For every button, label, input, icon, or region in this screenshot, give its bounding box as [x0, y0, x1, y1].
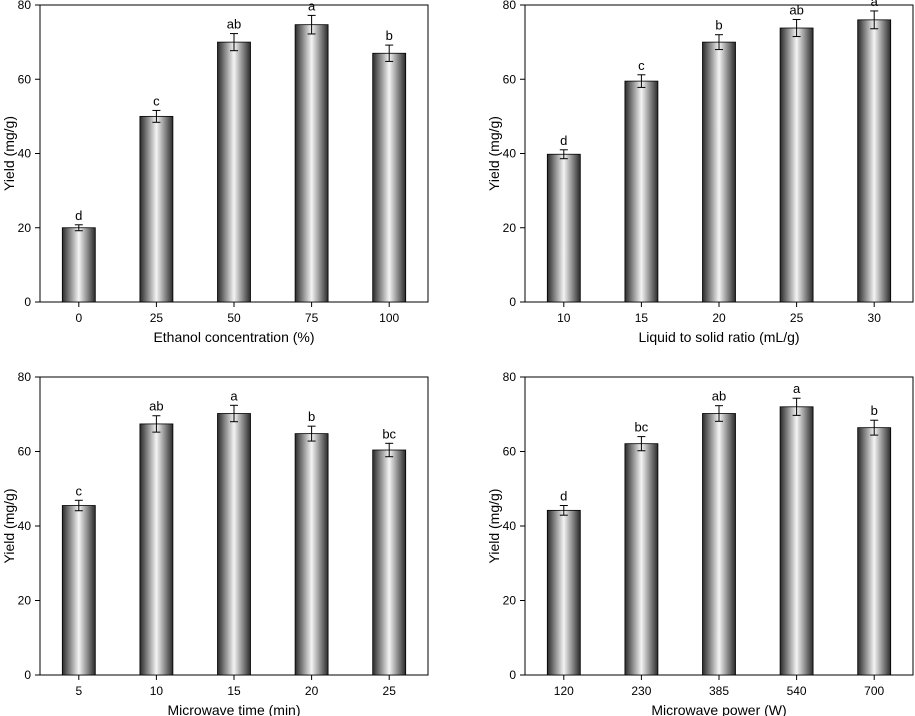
significance-label: c — [76, 483, 83, 498]
y-tick-label: 20 — [18, 594, 32, 608]
significance-label: b — [386, 28, 393, 43]
bar — [702, 41, 736, 303]
significance-label: a — [793, 381, 801, 396]
x-tick-label: 0 — [75, 311, 82, 325]
x-tick-label: 540 — [787, 684, 807, 698]
y-tick-label: 80 — [18, 370, 32, 384]
x-tick-label: 10 — [150, 684, 164, 698]
significance-label: ab — [712, 389, 726, 404]
bar — [779, 406, 814, 676]
bar — [217, 413, 251, 676]
chart-panel-3: 0 20 40 60 80 Yield (mg/g) c 5 ab 10 a 15 b 20 bc 25 Mic… — [1, 370, 429, 716]
chart-panel-4: 0 20 40 60 80 Yield (mg/g) d 120 bc 230 ab 385 a 540 b… — [486, 370, 914, 716]
y-tick-label: 0 — [509, 668, 516, 682]
bar — [139, 423, 174, 676]
y-tick-label: 60 — [503, 445, 517, 459]
bar — [61, 505, 96, 676]
y-tick-label: 60 — [503, 72, 517, 86]
significance-label: ab — [789, 2, 803, 17]
bar — [61, 227, 96, 303]
significance-label: bc — [635, 420, 649, 435]
significance-label: bc — [382, 426, 396, 441]
y-tick-label: 80 — [503, 0, 517, 12]
significance-label: b — [715, 18, 722, 33]
significance-label: c — [153, 93, 160, 108]
bar — [294, 433, 329, 676]
y-tick-label: 40 — [503, 147, 517, 161]
y-tick-label: 80 — [503, 370, 517, 384]
bar — [546, 509, 581, 676]
bar — [372, 52, 407, 303]
x-axis-title: Ethanol concentration (%) — [153, 329, 314, 345]
bar — [624, 80, 659, 303]
bar — [624, 443, 659, 676]
x-tick-label: 700 — [864, 684, 884, 698]
y-tick-label: 40 — [18, 519, 32, 533]
x-tick-label: 75 — [305, 311, 319, 325]
x-axis-title: Microwave power (W) — [651, 702, 786, 716]
bar — [294, 24, 329, 303]
y-tick-label: 80 — [18, 0, 32, 12]
x-tick-label: 20 — [712, 311, 726, 325]
bar — [702, 413, 736, 676]
bar — [546, 153, 581, 303]
x-tick-label: 100 — [379, 311, 399, 325]
significance-label: b — [871, 403, 878, 418]
x-tick-label: 5 — [75, 684, 82, 698]
y-tick-label: 20 — [503, 594, 517, 608]
x-tick-label: 25 — [383, 684, 397, 698]
significance-label: d — [560, 489, 567, 504]
y-tick-label: 60 — [18, 72, 32, 86]
significance-label: d — [75, 208, 82, 223]
bar — [857, 427, 892, 676]
y-axis-title: Yield (mg/g) — [1, 489, 17, 564]
significance-label: a — [871, 0, 879, 9]
x-tick-label: 15 — [635, 311, 649, 325]
y-tick-label: 0 — [24, 295, 31, 309]
significance-label: d — [560, 133, 567, 148]
y-axis-title: Yield (mg/g) — [1, 116, 17, 191]
x-tick-label: 50 — [227, 311, 241, 325]
y-axis-title: Yield (mg/g) — [486, 116, 502, 191]
y-tick-label: 40 — [503, 519, 517, 533]
significance-label: a — [230, 388, 238, 403]
x-tick-label: 230 — [631, 684, 651, 698]
bar — [779, 27, 814, 303]
y-tick-label: 20 — [503, 221, 517, 235]
y-tick-label: 0 — [509, 295, 516, 309]
bar — [217, 41, 251, 303]
y-tick-label: 20 — [18, 221, 32, 235]
x-tick-label: 15 — [227, 684, 241, 698]
significance-label: ab — [149, 399, 163, 414]
x-tick-label: 20 — [305, 684, 319, 698]
x-axis-title: Liquid to solid ratio (mL/g) — [638, 329, 799, 345]
chart-panel-1: 0 20 40 60 80 Yield (mg/g) d 0 c 25 ab 50 a 75 b 100 Eth… — [1, 0, 429, 345]
y-axis-title: Yield (mg/g) — [486, 489, 502, 564]
x-tick-label: 10 — [557, 311, 571, 325]
y-tick-label: 60 — [18, 445, 32, 459]
significance-label: c — [638, 58, 645, 73]
x-tick-label: 30 — [868, 311, 882, 325]
y-tick-label: 40 — [18, 147, 32, 161]
x-tick-label: 385 — [709, 684, 729, 698]
bar — [857, 19, 892, 303]
significance-label: b — [308, 409, 315, 424]
x-axis-title: Microwave time (min) — [167, 702, 300, 716]
significance-label: ab — [227, 17, 241, 32]
chart-panel-2: 0 20 40 60 80 Yield (mg/g) d 10 c 15 b 20 ab 25 a 30 Liq… — [486, 0, 914, 345]
significance-label: a — [308, 0, 316, 13]
x-tick-label: 120 — [554, 684, 574, 698]
bar — [372, 449, 407, 676]
x-tick-label: 25 — [150, 311, 164, 325]
y-tick-label: 0 — [24, 668, 31, 682]
bar — [139, 115, 174, 303]
x-tick-label: 25 — [790, 311, 804, 325]
